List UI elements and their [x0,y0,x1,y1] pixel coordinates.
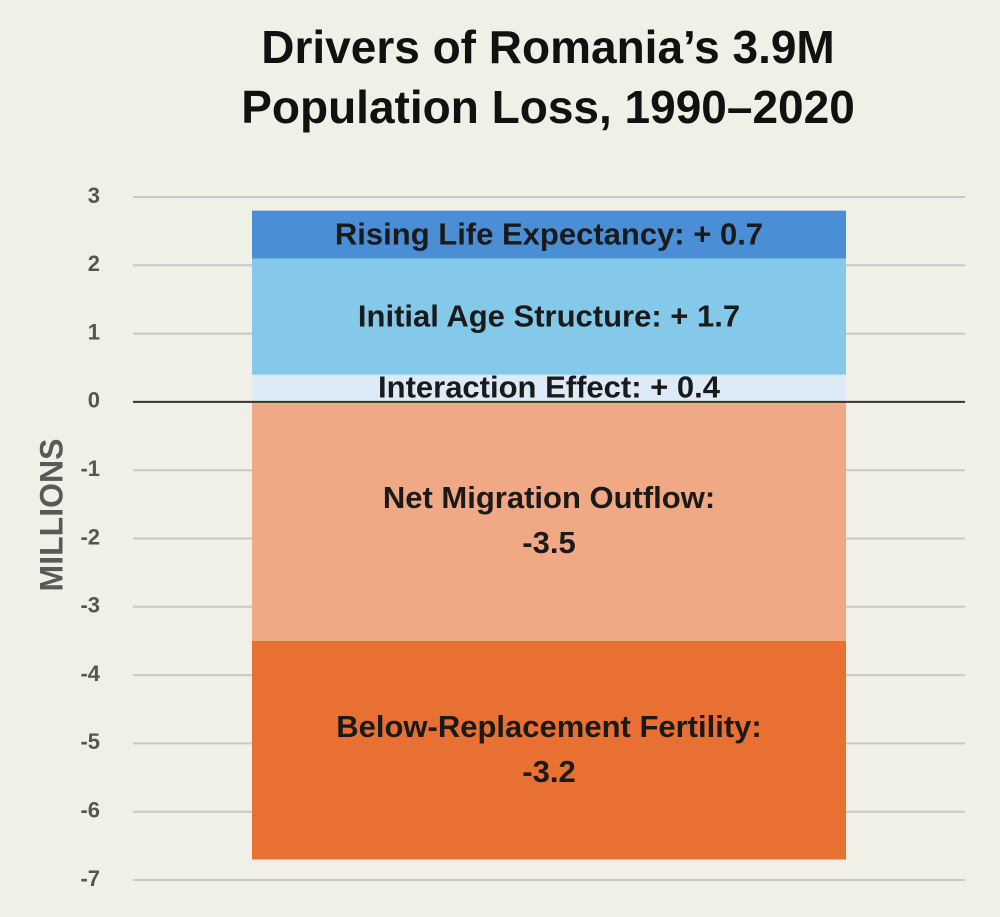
y-tick-label: 3 [88,183,100,208]
bar-segment [252,210,846,259]
y-tick-label: -1 [80,456,100,481]
y-tick-label: -6 [80,798,100,823]
y-tick-label: -3 [80,593,100,618]
data-label: Below-Replacement Fertility: -3.2 [336,709,762,790]
data-label: Initial Age Structure: + 1.7 [357,298,741,334]
y-tick-label: 1 [88,319,100,344]
bar-segment [252,258,846,375]
bar-segment [252,640,846,860]
y-tick-label: 0 [88,388,100,413]
bar-segment [252,374,846,402]
data-label: Net Migration Outflow: -3.5 [382,480,716,561]
y-tick-label: -5 [80,729,100,754]
y-tick-label: -4 [80,661,100,686]
bar-segment [252,401,846,641]
y-tick-label: 2 [88,251,100,276]
y-tick-label: -2 [80,524,100,549]
chart-title: Drivers of Romania’s 3.9M Population Los… [241,21,855,133]
data-label: Rising Life Expectancy: + 0.7 [334,216,764,252]
y-tick-label: -7 [80,866,100,891]
data-label: Interaction Effect: + 0.4 [378,369,720,405]
y-axis-label: MILLIONS [33,438,70,592]
